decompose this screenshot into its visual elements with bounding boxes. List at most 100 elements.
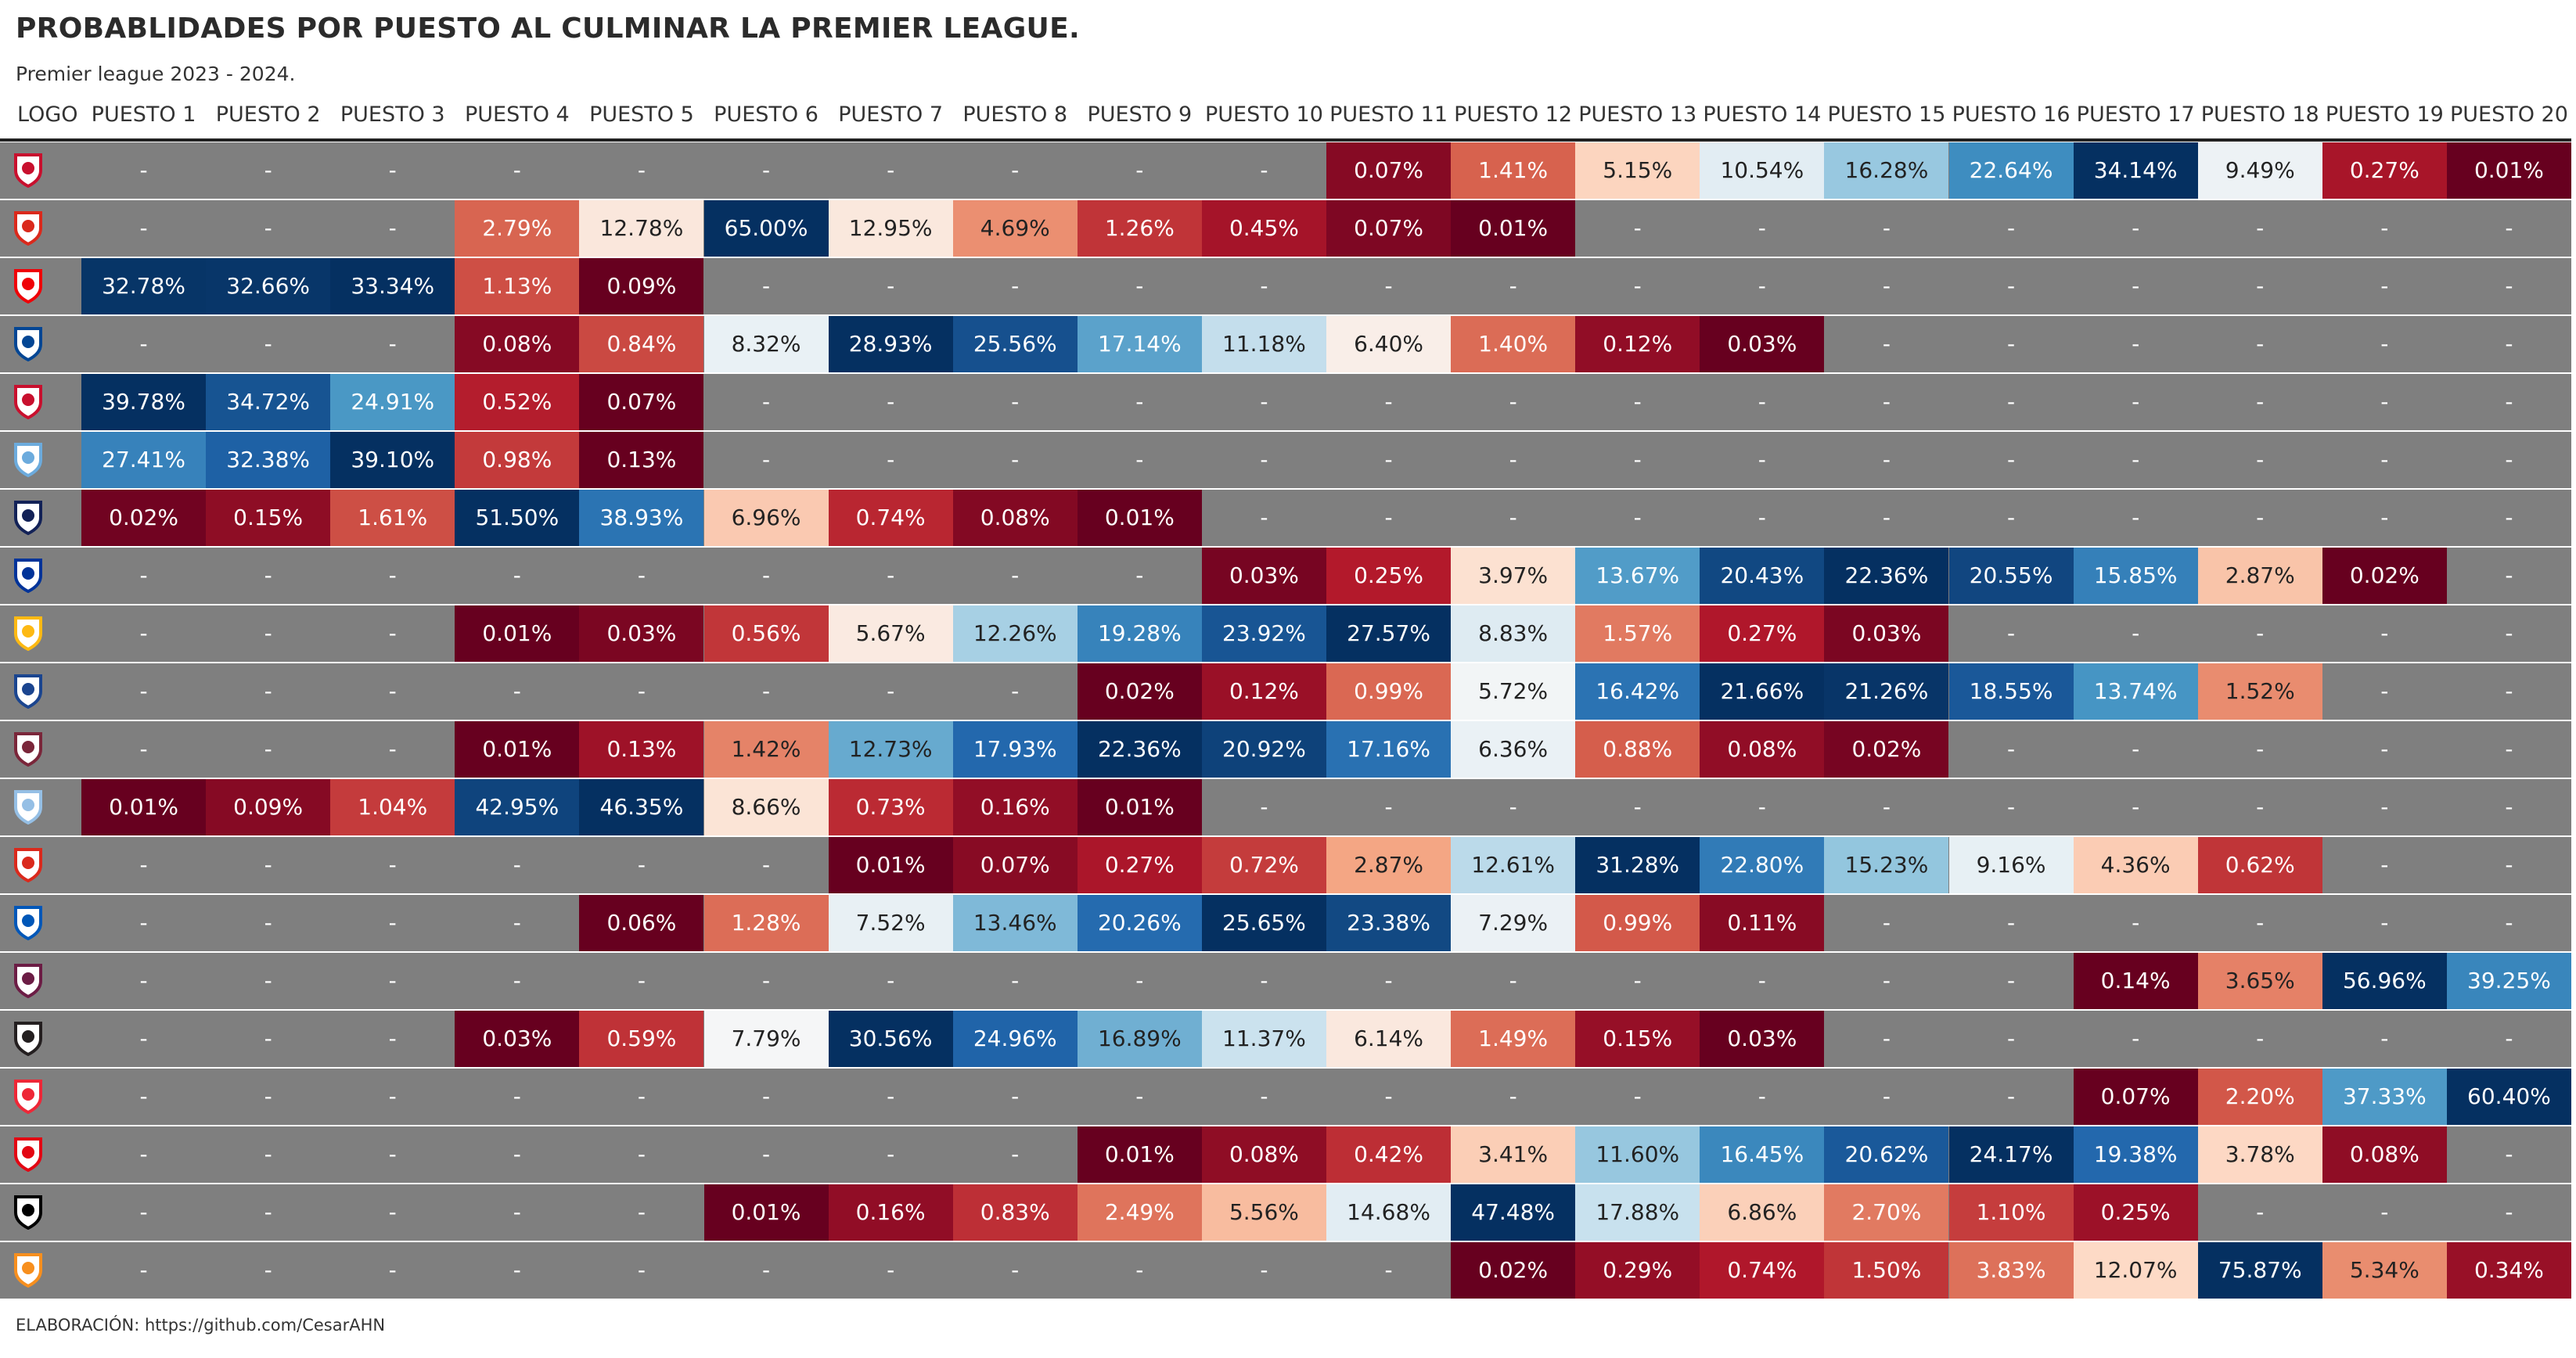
table-cell: -: [1135, 562, 1144, 588]
table-cell: 0.01%: [1077, 1126, 1202, 1183]
table-cell: 0.09%: [206, 779, 331, 835]
table-cell: 47.48%: [1451, 1184, 1576, 1241]
table-cell: 22.36%: [1077, 721, 1202, 778]
table-cell: -: [2006, 215, 2016, 241]
column-header-puesto-2: PUESTO 2: [215, 102, 321, 127]
table-cell: -: [1260, 794, 1268, 820]
table-cell: 20.26%: [1077, 895, 1202, 951]
table-cell: -: [139, 1257, 148, 1283]
table-cell: 0.42%: [1326, 1126, 1452, 1183]
table-cell: 0.03%: [455, 1011, 580, 1067]
table-cell: -: [388, 968, 397, 993]
table-cell: 7.79%: [703, 1011, 829, 1067]
table-cell: 0.62%: [2197, 837, 2322, 893]
table-cell: 6.96%: [703, 490, 829, 546]
table-cell: 0.12%: [1201, 663, 1326, 720]
table-cell: 0.72%: [1201, 837, 1326, 893]
table-cell: -: [1509, 273, 1517, 299]
table-cell: 16.28%: [1824, 142, 1949, 199]
table-cell: 23.92%: [1201, 605, 1326, 662]
table-cell: -: [637, 562, 646, 588]
table-cell: -: [388, 1257, 397, 1283]
table-cell: 2.20%: [2197, 1069, 2322, 1125]
table-cell: 0.73%: [828, 779, 953, 835]
table-cell: -: [1758, 215, 1766, 241]
table-cell: 27.41%: [81, 432, 207, 488]
table-cell: -: [2505, 736, 2513, 762]
table-cell: 1.10%: [1948, 1184, 2074, 1241]
table-cell: -: [388, 910, 397, 936]
table-cell: -: [2505, 215, 2513, 241]
table-cell: -: [1758, 505, 1766, 530]
table-cell: 17.88%: [1575, 1184, 1700, 1241]
table-cell: 0.01%: [81, 779, 207, 835]
table-cell: 0.16%: [952, 779, 1078, 835]
table-cell: 0.13%: [579, 432, 704, 488]
table-cell: 0.83%: [952, 1184, 1078, 1241]
table-cell: 0.14%: [2073, 953, 2198, 1009]
table-cell: -: [887, 1257, 895, 1283]
table-cell: -: [1011, 562, 1020, 588]
table-cell: 28.93%: [828, 316, 953, 372]
table-cell: -: [2256, 505, 2265, 530]
table-cell: -: [887, 157, 895, 183]
table-cell: -: [1633, 794, 1642, 820]
table-cell: -: [887, 1141, 895, 1167]
table-cell: 19.28%: [1077, 605, 1202, 662]
table-cell: 3.65%: [2197, 953, 2322, 1009]
table-cell: 0.27%: [1077, 837, 1202, 893]
table-cell: 0.07%: [952, 837, 1078, 893]
table-cell: -: [761, 157, 771, 183]
table-cell: 9.49%: [2197, 142, 2322, 199]
table-cell: 0.45%: [1201, 200, 1326, 257]
table-cell: 1.52%: [2197, 663, 2322, 720]
table-cell: 15.23%: [1824, 837, 1949, 893]
table-cell: -: [2006, 1026, 2016, 1051]
table-cell: -: [1633, 1083, 1642, 1109]
table-cell: -: [2006, 1083, 2016, 1109]
table-cell: -: [1011, 1257, 1020, 1283]
table-cell: -: [1882, 447, 1891, 472]
table-cell: -: [887, 389, 895, 415]
table-cell: 18.55%: [1948, 663, 2074, 720]
table-cell: 0.59%: [579, 1011, 704, 1067]
table-cell: -: [887, 968, 895, 993]
column-header-puesto-11: PUESTO 11: [1329, 102, 1448, 127]
table-cell: -: [1758, 968, 1766, 993]
column-header-puesto-6: PUESTO 6: [714, 102, 818, 127]
table-cell: 22.36%: [1824, 548, 1949, 604]
table-cell: -: [761, 1083, 771, 1109]
table-cell: -: [2132, 910, 2140, 936]
table-cell: -: [1509, 447, 1517, 472]
table-cell: -: [1260, 389, 1268, 415]
table-cell: -: [1011, 678, 1020, 704]
table-cell: -: [1633, 447, 1642, 472]
table-cell: 0.88%: [1575, 721, 1700, 778]
table-cell: -: [761, 389, 771, 415]
table-cell: 32.38%: [206, 432, 331, 488]
table-cell: 0.74%: [1700, 1242, 1825, 1299]
column-header-puesto-15: PUESTO 15: [1827, 102, 1946, 127]
table-cell: -: [887, 1083, 895, 1109]
table-cell: -: [139, 852, 148, 878]
table-cell: 0.01%: [703, 1184, 829, 1241]
burnley-icon: [11, 962, 45, 999]
table-cell: 30.56%: [828, 1011, 953, 1067]
table-cell: -: [2380, 505, 2389, 530]
table-cell: 33.34%: [330, 258, 455, 314]
table-cell: -: [2380, 910, 2389, 936]
table-cell: -: [887, 678, 895, 704]
table-cell: -: [2256, 1026, 2265, 1051]
nottingham-forest-icon: [11, 152, 45, 189]
table-cell: -: [1882, 331, 1891, 357]
table-cell: 56.96%: [2322, 953, 2447, 1009]
table-cell: -: [761, 447, 771, 472]
table-cell: -: [388, 562, 397, 588]
table-cell: -: [1135, 157, 1144, 183]
table-cell: -: [2256, 620, 2265, 646]
table-cell: -: [761, 678, 771, 704]
table-cell: 22.64%: [1948, 142, 2074, 199]
table-cell: 12.07%: [2073, 1242, 2198, 1299]
table-cell: 12.73%: [828, 721, 953, 778]
table-cell: 2.49%: [1077, 1184, 1202, 1241]
